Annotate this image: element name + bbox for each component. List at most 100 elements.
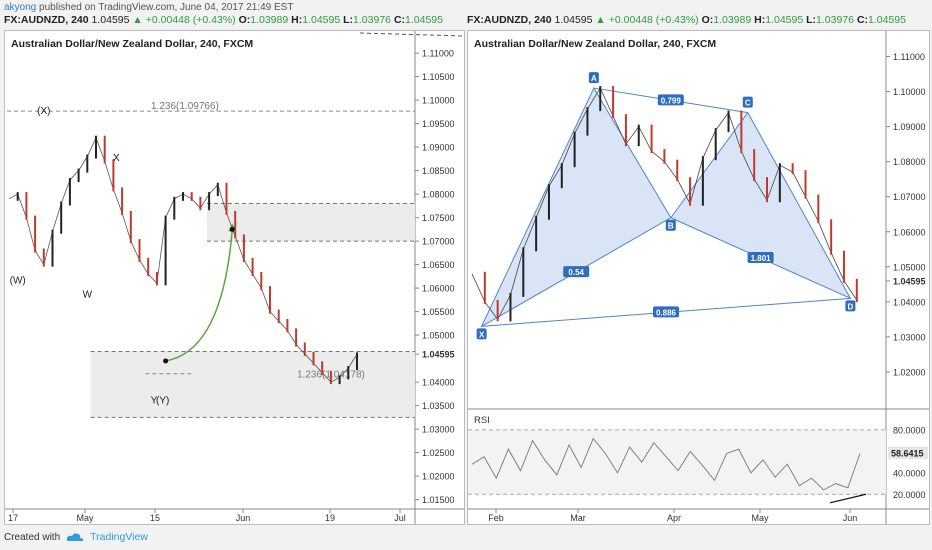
o-label: O: [701,14,714,26]
ratio-label: 1.801 [751,254,772,263]
pattern-point-badge [476,328,487,340]
wave-label: W [83,290,93,301]
price-tick-label: 1.09000 [422,143,455,153]
price-tick-label: 1.11000 [893,52,925,62]
rsi-band [468,429,886,495]
price-tick-label: 1.05000 [422,331,455,341]
time-tick-label: Feb [488,513,504,523]
price-tick-label: 1.05000 [893,262,926,272]
fib-level-label: 1.236(1.09766) [151,101,219,112]
target-zone [207,203,415,242]
price-tick-label: 1.08500 [422,166,455,176]
ratio-badge [563,266,590,278]
c-value: 1.04595 [868,14,906,26]
price-tick-label: 1.02500 [422,448,455,458]
target-zone [90,351,415,418]
h-value: 1.04595 [765,14,804,26]
c-value: 1.04595 [405,14,443,26]
ratio-badge [657,94,684,106]
left-price-chart[interactable]: Australian Dollar/New Zealand Dollar, 24… [5,31,465,524]
rsi-value-label: 58.6415 [891,448,924,458]
h-label: H: [754,14,766,26]
time-tick-label: Jun [236,513,251,523]
rsi-tick-label: 40.0000 [893,468,926,478]
price-tick-label: 1.06000 [422,284,455,294]
last-price-tag [416,348,464,361]
price-tick-label: 1.05500 [422,307,455,317]
wave-label: (Y) [156,395,169,406]
price-tick-label: 1.04000 [893,297,926,307]
price-tick-label: 1.09500 [422,119,455,129]
up-triangle-icon: ▲ [595,14,606,26]
rsi-tick-label: 80.0000 [893,425,926,435]
wave-label: Y [151,395,158,406]
time-tick-label: Jul [394,513,406,523]
price-tick-label: 1.04595 [422,350,455,360]
wave-label: X [113,153,120,164]
o-value: 1.03989 [250,14,289,26]
projection-arrow [165,229,234,362]
rsi-tick-label: 20.0000 [893,490,926,500]
ohlc-bar-right: FX:AUDNZD, 240 1.04595 ▲ +0.00448 (+0.43… [467,14,906,26]
pattern-point-label: D [847,302,853,311]
pattern-triangle-bcd [670,111,852,300]
o-value: 1.03989 [713,14,752,26]
price-tick-label: 1.06000 [893,227,926,237]
time-tick-label: 15 [150,513,160,523]
pattern-point-badge [665,219,676,231]
time-tick-label: 19 [325,513,335,523]
price-tick-label: 1.04000 [422,378,455,388]
price-tick-label: 1.07500 [422,213,455,223]
time-tick-label: 17 [8,513,18,523]
price-tick-label: 1.03000 [422,425,455,435]
chart-title: Australian Dollar/New Zealand Dollar, 24… [474,38,716,50]
price-tick-label: 1.04595 [893,277,926,287]
pattern-point-badge [845,300,856,312]
price-tick-label: 1.03000 [893,332,926,342]
projection-end-dot [229,226,235,232]
time-tick-label: May [751,513,769,523]
tradingview-cloud-icon [66,533,84,541]
author-link[interactable]: akyong [4,2,37,13]
ratio-badge [747,252,774,264]
ratio-label: 0.54 [568,268,584,277]
time-tick-label: Apr [667,513,681,523]
ratio-label: 0.799 [661,96,682,105]
time-tick-label: Mar [570,513,586,523]
right-price-chart[interactable]: Australian Dollar/New Zealand Dollar, 24… [468,31,929,524]
price-tick-label: 1.07000 [422,237,455,247]
footer: Created with TradingView [4,531,148,543]
time-tick-label: May [76,513,94,523]
change-value: +0.00448 (+0.43%) [145,14,236,26]
created-with-label: Created with [4,531,61,543]
pattern-point-label: X [479,330,485,339]
up-triangle-icon: ▲ [132,14,143,26]
right-chart-panel[interactable]: Australian Dollar/New Zealand Dollar, 24… [467,30,930,525]
h-label: H: [291,14,303,26]
h-value: 1.04595 [302,14,341,26]
price-tick-label: 1.06500 [422,260,455,270]
ratio-badge [653,306,679,318]
pattern-point-badge [588,72,599,84]
l-label: L: [343,14,354,26]
pattern-point-label: C [745,99,751,108]
time-tick-label: Jun [843,513,858,523]
tradingview-brand[interactable]: TradingView [90,531,148,543]
pattern-point-label: B [668,222,674,231]
price-tick-label: 1.10000 [422,96,455,106]
symbol-label: FX:AUDNZD, 240 [4,14,89,26]
trend-dashed-line [359,32,465,37]
projection-start-dot [163,358,169,364]
ohlc-bar-left: FX:AUDNZD, 240 1.04595 ▲ +0.00448 (+0.43… [4,14,443,26]
rsi-series-line [471,437,861,491]
left-chart-panel[interactable]: Australian Dollar/New Zealand Dollar, 24… [4,30,465,525]
l-label: L: [806,14,817,26]
price-tick-label: 1.07000 [893,192,926,202]
price-tick-label: 1.08000 [422,190,455,200]
l-value: 1.03976 [353,14,392,26]
pattern-triangle-xab [480,87,672,328]
o-label: O: [238,14,251,26]
symbol-label: FX:AUDNZD, 240 [467,14,552,26]
wave-label: (W) [10,275,26,286]
wave-label: (X) [37,106,50,117]
